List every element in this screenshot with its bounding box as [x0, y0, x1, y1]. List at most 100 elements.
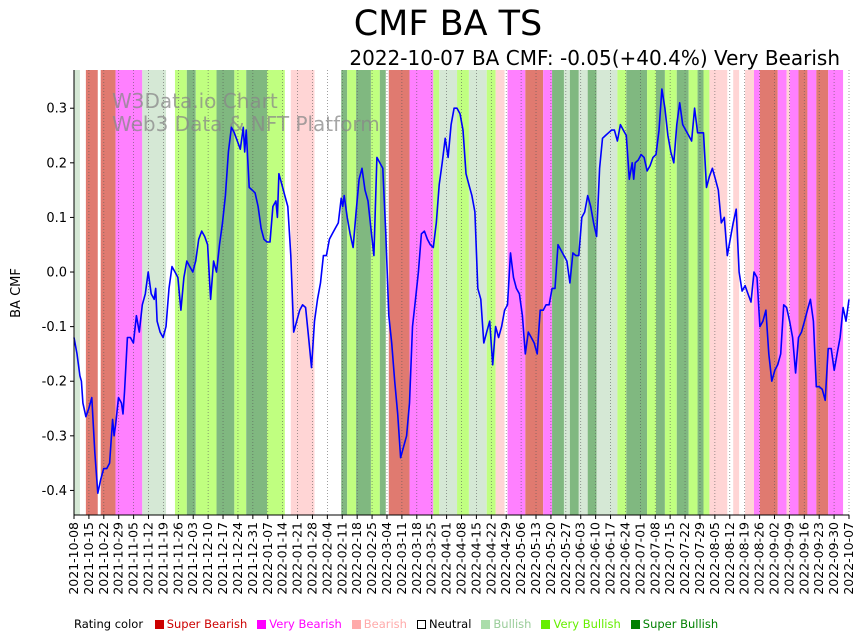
legend-swatch [481, 620, 491, 629]
x-tick-label: 2022-07-15 [662, 522, 677, 595]
rating-band-27 [525, 70, 544, 515]
legend-text: Super Bearish [166, 617, 248, 631]
x-tick-label: 2022-09-09 [781, 522, 796, 595]
x-tick-label: 2022-02-11 [334, 522, 349, 595]
legend-text: Very Bullish [553, 617, 621, 631]
x-tick-label: 2022-09-16 [796, 522, 811, 595]
x-tick-label: 2022-02-18 [349, 522, 364, 595]
x-tick-label: 2021-11-05 [126, 522, 141, 595]
rating-band-32 [578, 70, 588, 515]
x-tick-label: 2021-12-24 [230, 522, 245, 595]
y-tick-label: -0.3 [42, 429, 67, 444]
legend-item-very-bearish: Very Bearish [257, 617, 342, 631]
rating-band-1 [85, 70, 98, 515]
y-axis-label: BA CMF [9, 268, 24, 318]
rating-band-55 [828, 70, 844, 515]
rating-band-29 [552, 70, 564, 515]
rating-band-30 [563, 70, 570, 515]
rating-band-18 [388, 70, 410, 515]
rating-bands [74, 70, 844, 515]
legend-swatch [257, 620, 267, 629]
rating-band-0 [74, 70, 80, 515]
legend-text: Neutral [428, 617, 472, 631]
x-tick-label: 2022-06-03 [573, 522, 588, 595]
rating-band-47 [753, 70, 760, 515]
x-tick-label: 2022-05-13 [528, 522, 543, 595]
x-tick-label: 2022-07-22 [677, 522, 692, 595]
x-tick-label: 2022-01-21 [290, 522, 305, 595]
rating-band-9 [234, 70, 247, 515]
x-tick-label: 2022-05-06 [513, 522, 528, 595]
rating-band-23 [468, 70, 487, 515]
rating-band-49 [777, 70, 787, 515]
rating-band-3 [115, 70, 143, 515]
legend-text: Bearish [363, 617, 407, 631]
legend-swatch [541, 620, 551, 629]
rating-band-11 [267, 70, 285, 515]
legend-swatch [416, 620, 426, 629]
x-tick-label: 2022-03-11 [394, 522, 409, 595]
legend-item-super-bearish: Super Bearish [154, 617, 248, 631]
rating-band-38 [655, 70, 665, 515]
x-tick-label: 2022-04-08 [454, 522, 469, 595]
x-tick-label: 2022-03-25 [424, 522, 439, 595]
x-tick-label: 2022-07-01 [632, 522, 647, 595]
legend-item-bearish: Bearish [351, 617, 407, 631]
x-tick-label: 2022-03-18 [409, 522, 424, 595]
x-tick-label: 2022-05-20 [543, 522, 558, 595]
x-tick-label: 2022-02-04 [319, 522, 334, 595]
rating-band-25 [495, 70, 505, 515]
x-tick-label: 2022-09-23 [811, 522, 826, 595]
rating-band-37 [647, 70, 656, 515]
rating-band-28 [543, 70, 553, 515]
rating-band-44 [709, 70, 728, 515]
x-tick-label: 2021-10-29 [111, 522, 126, 595]
y-tick-label: -0.1 [42, 320, 67, 335]
rating-band-39 [664, 70, 677, 515]
x-tick-label: 2021-11-26 [170, 522, 185, 595]
axes: 2021-10-08 2021-10-15 2021-10-22 2021-10-29… [42, 70, 856, 595]
rating-band-22 [457, 70, 469, 515]
x-tick-label: 2021-11-12 [141, 522, 156, 595]
chart-subtitle: 2022-10-07 BA CMF: -0.05(+40.4%) Very Be… [349, 46, 840, 70]
x-tick-label: 2022-09-02 [766, 522, 781, 595]
y-tick-label: -0.4 [42, 484, 67, 499]
x-tick-label: 2022-08-19 [737, 522, 752, 595]
legend: Rating color Super Bearish Very Bearish Be… [74, 617, 728, 631]
series-line-cmf [73, 88, 850, 495]
rating-band-33 [587, 70, 597, 515]
x-tick-label: 2021-10-15 [81, 522, 96, 595]
chart-title: CMF BA TS [353, 4, 543, 44]
legend-text: Very Bearish [269, 617, 342, 631]
x-tick-label: 2021-12-10 [200, 522, 215, 595]
x-tick-label: 2021-11-19 [155, 522, 170, 595]
x-tick-label: 2021-12-17 [215, 522, 230, 595]
x-tick-label: 2022-04-01 [439, 522, 454, 595]
rating-band-12 [290, 70, 315, 515]
x-tick-label: 2022-04-15 [468, 522, 483, 595]
x-tick-label: 2022-05-27 [558, 522, 573, 595]
rating-band-41 [688, 70, 698, 515]
legend-item-super-bullish: Super Bullish [630, 617, 718, 631]
x-tick-label: 2022-07-08 [647, 522, 662, 595]
rating-band-46 [745, 70, 754, 515]
rating-band-20 [433, 70, 440, 515]
x-tick-label: 2022-03-04 [379, 522, 394, 595]
rating-band-51 [789, 70, 799, 515]
legend-swatch [154, 620, 164, 629]
watermark: W3Data.io Chart Web3 Data & NFT Platform [112, 89, 380, 136]
rating-band-15 [356, 70, 371, 515]
legend-swatch [630, 620, 640, 629]
x-tick-label: 2022-01-14 [275, 522, 290, 595]
watermark-line-1: W3Data.io Chart [112, 89, 278, 113]
rating-band-6 [186, 70, 196, 515]
x-tick-label: 2021-12-03 [185, 522, 200, 595]
x-tick-label: 2021-10-22 [96, 522, 111, 595]
x-tick-label: 2021-10-08 [66, 522, 81, 595]
legend-item-bullish: Bullish [481, 617, 531, 631]
rating-band-45 [733, 70, 740, 515]
rating-band-43 [703, 70, 710, 515]
x-tick-label: 2022-07-29 [692, 522, 707, 595]
rating-band-50 [786, 70, 790, 515]
